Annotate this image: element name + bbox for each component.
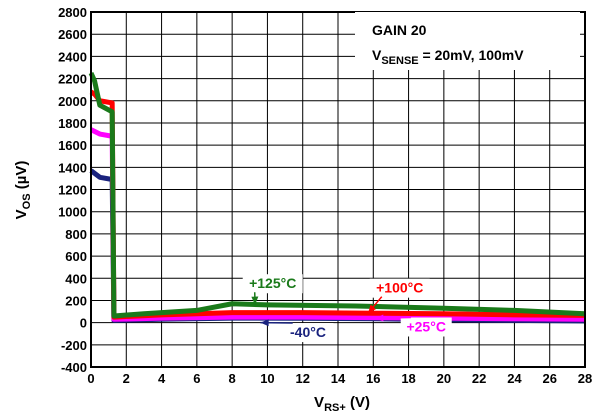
series-line-3 — [88, 71, 586, 319]
y-tick-label: 400 — [65, 271, 87, 286]
y-tick-label: 2200 — [58, 72, 87, 87]
y-tick-labels: -400 -200 0 200 400 600 800 1000 1200 1400 1600 180… — [58, 5, 87, 375]
x-axis-label: VRS+ (V) — [314, 394, 370, 414]
annotation-label: +25°C — [406, 319, 445, 335]
annotation-bg — [400, 317, 452, 337]
y-tick-label: 1600 — [58, 138, 87, 153]
y-tick-label: 600 — [65, 249, 87, 264]
y-tick-label: 2800 — [58, 5, 87, 20]
plot-frame — [90, 11, 586, 368]
y-tick-label: 1400 — [58, 160, 87, 175]
y-tick-label: -400 — [61, 360, 87, 375]
x-tick-label: 10 — [260, 371, 274, 386]
x-tick-label: 4 — [158, 371, 166, 386]
x-tick-label: 24 — [507, 371, 522, 386]
x-tick-label: 0 — [87, 371, 94, 386]
y-tick-label: 1000 — [58, 205, 87, 220]
note-background — [355, 12, 580, 70]
annotation-label: +125°C — [249, 275, 296, 291]
x-tick-label: 16 — [366, 371, 380, 386]
x-tick-label: 14 — [331, 371, 346, 386]
x-tick-labels: 0 2 4 6 8 10 12 14 16 18 20 22 24 26 28 — [87, 371, 592, 386]
x-tick-label: 2 — [123, 371, 130, 386]
x-tick-label: 18 — [401, 371, 415, 386]
annotation-arrowhead — [367, 304, 376, 314]
x-tick-label: 28 — [578, 371, 592, 386]
y-axis-label: VOS (µV) — [13, 161, 33, 220]
y-tick-label: 1800 — [58, 116, 87, 131]
annotation-label: -40°C — [290, 324, 326, 340]
series-line-1 — [89, 127, 586, 322]
x-tick-label: 12 — [295, 371, 309, 386]
annotation-arrowhead — [251, 296, 259, 305]
y-tick-label: 800 — [65, 227, 87, 242]
annotation-label: +100°C — [376, 280, 423, 296]
y-tick-label: -200 — [61, 338, 87, 353]
y-tick-label: 2600 — [58, 27, 87, 42]
note-line-2: VSENSE = 20mV, 100mV — [372, 47, 524, 67]
series-lines — [88, 71, 586, 324]
grid — [90, 11, 586, 368]
annotation-bg — [282, 323, 334, 343]
x-tick-label: 8 — [229, 371, 236, 386]
x-tick-label: 6 — [193, 371, 200, 386]
y-tick-label: 1200 — [58, 183, 87, 198]
annotation-bg — [242, 274, 303, 294]
y-tick-label: 0 — [80, 316, 87, 331]
note-line-1: GAIN 20 — [372, 22, 427, 38]
annotation-arrowhead — [260, 319, 269, 327]
y-tick-label: 2000 — [58, 94, 87, 109]
annotation-arrowhead — [375, 314, 384, 322]
x-tick-label: 22 — [472, 371, 486, 386]
annotations: +125°C +100°C +25°C -40°C — [242, 274, 452, 343]
x-tick-label: 20 — [437, 371, 451, 386]
x-tick-label: 26 — [542, 371, 556, 386]
note-box: GAIN 20 VSENSE = 20mV, 100mV — [355, 12, 580, 70]
y-tick-label: 2400 — [58, 49, 87, 64]
annotation-bg — [369, 278, 430, 298]
y-tick-label: 200 — [65, 293, 87, 308]
